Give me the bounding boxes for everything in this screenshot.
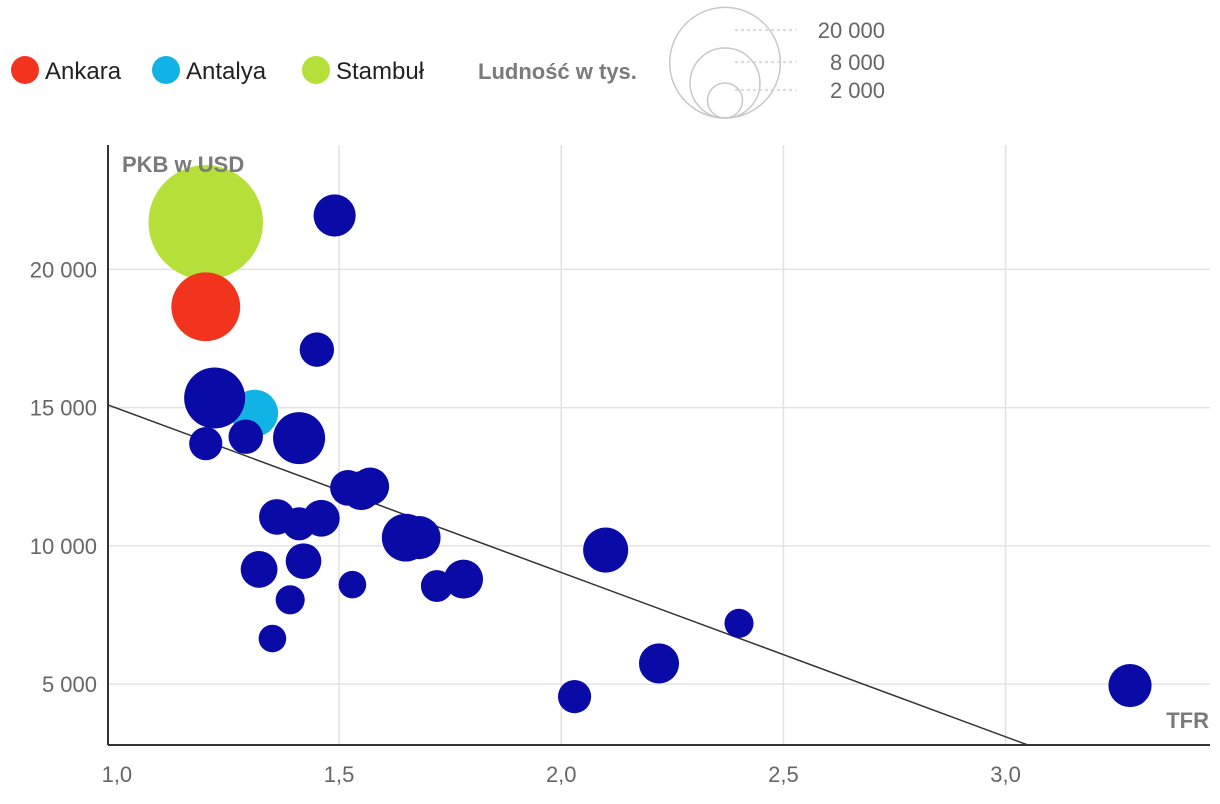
legend-swatch-antalya [152,56,180,84]
y-axis-label: PKB w USD [122,152,244,177]
bubble [302,499,340,537]
x-tick-label: 2,5 [768,762,799,787]
bubble [724,608,754,638]
bubble [313,194,356,237]
legend-label-antalya: Antalya [186,58,267,85]
bubble [258,624,287,653]
bubble [299,332,335,367]
trendline [107,404,1029,746]
bubble [240,551,278,588]
size-legend-label-large: 20 000 [818,18,885,43]
bubble [1108,663,1152,708]
bubble [184,367,246,429]
legend-swatch-stambul [302,56,330,84]
bubble [638,643,680,684]
size-legend [668,6,796,119]
axes [107,145,1210,746]
bubble [338,570,367,599]
bubble-stambuł [148,165,264,280]
x-tick-labels: 1,0 1,5 2,0 2,5 3,0 [102,762,1021,787]
bubble [583,527,629,573]
legend-label-ankara: Ankara [45,58,122,85]
x-axis-label: TFR [1166,708,1209,733]
y-tick-label: 5 000 [42,672,97,697]
bubbles-group [148,165,1152,714]
bubble [275,585,305,615]
x-tick-label: 1,5 [324,762,355,787]
bubble [189,427,223,461]
x-tick-label: 2,0 [546,762,577,787]
legend-label-stambul: Stambuł [336,58,425,85]
grid-lines [108,145,1210,745]
y-tick-label: 10 000 [30,534,97,559]
x-tick-label: 3,0 [990,762,1021,787]
legend: Ankara Antalya Stambuł Ludność w tys. 20… [11,6,885,119]
bubble-ankara [171,272,241,342]
y-tick-label: 20 000 [30,257,97,282]
size-legend-circle-0 [668,6,782,119]
trendline-group [107,404,1029,746]
x-tick-label: 1,0 [102,762,133,787]
y-tick-labels: 5 000 10 000 15 000 20 000 [30,257,97,697]
bubble [351,467,390,506]
bubble [443,559,483,599]
bubble [397,516,441,560]
bubble [273,412,326,465]
bubble [228,419,263,454]
bubble [557,680,592,714]
size-legend-circle-2 [706,82,744,119]
legend-swatch-ankara [11,56,39,84]
size-legend-label-small: 2 000 [830,78,885,103]
bubble [285,543,322,579]
size-legend-title: Ludność w tys. [478,59,637,84]
size-legend-label-medium: 8 000 [830,50,885,75]
y-tick-label: 15 000 [30,396,97,421]
